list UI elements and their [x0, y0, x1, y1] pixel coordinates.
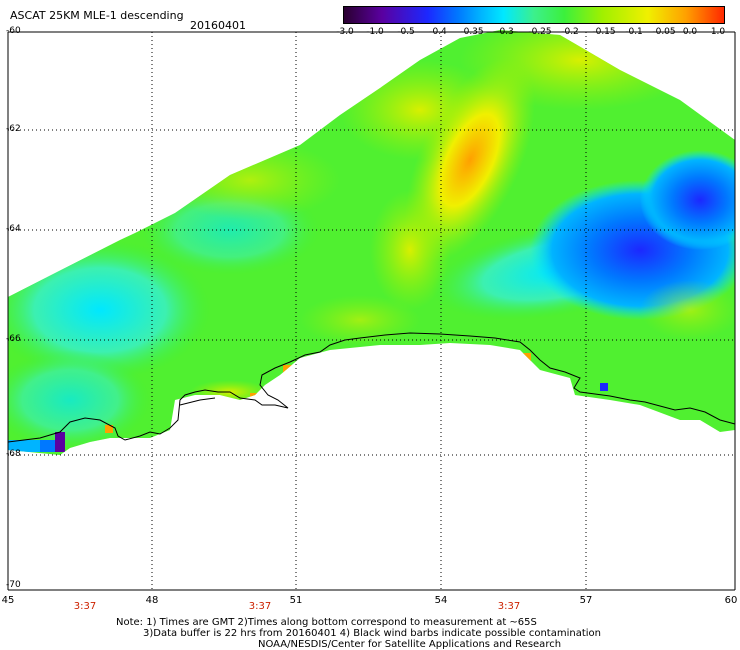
- colorbar-label: -1.0: [366, 27, 384, 37]
- plot-frame: [7, 31, 736, 591]
- coastline: [7, 332, 736, 443]
- colorbar-label: -0.05: [652, 27, 676, 37]
- x-axis-label: 48: [145, 595, 159, 606]
- credit-line: NOAA/NESDIS/Center for Satellite Applica…: [258, 639, 562, 650]
- time-label: 3:37: [248, 601, 272, 612]
- map-title: ASCAT 25KM MLE-1 descending: [10, 9, 184, 22]
- footnote-line-1: Note: 1) Times are GMT 2)Times along bot…: [116, 617, 537, 628]
- map-date: 20160401: [190, 19, 246, 32]
- colorbar: [343, 6, 725, 24]
- y-axis-label: -62: [6, 124, 21, 134]
- time-label: 3:37: [497, 601, 521, 612]
- y-axis-label: -68: [6, 449, 21, 459]
- colorbar-label: -0.3: [496, 27, 514, 37]
- y-axis-label: -60: [6, 26, 21, 36]
- colorbar-label: -0.15: [592, 27, 616, 37]
- graticule: [8, 32, 735, 590]
- colorbar-label: 0.0: [682, 27, 698, 37]
- colorbar-label: -0.1: [625, 27, 643, 37]
- colorbar-label: -0.4: [429, 27, 447, 37]
- colorbar-label: -0.5: [397, 27, 415, 37]
- y-axis-label: -70: [6, 580, 21, 590]
- x-axis-label: 51: [289, 595, 303, 606]
- time-label: 3:37: [73, 601, 97, 612]
- x-axis-label: 54: [434, 595, 448, 606]
- colorbar-label: -0.35: [460, 27, 484, 37]
- x-axis-label: 57: [579, 595, 593, 606]
- colorbar-label: -0.25: [528, 27, 552, 37]
- footnote-line-2: 3)Data buffer is 22 hrs from 20160401 4)…: [143, 628, 601, 639]
- y-axis-label: -66: [6, 334, 21, 344]
- colorbar-label: -3.0: [336, 27, 354, 37]
- colorbar-label: 1.0: [710, 27, 726, 37]
- x-axis-label: 45: [1, 595, 15, 606]
- x-axis-label: 60: [724, 595, 738, 606]
- y-axis-label: -64: [6, 224, 21, 234]
- colorbar-label: -0.2: [561, 27, 579, 37]
